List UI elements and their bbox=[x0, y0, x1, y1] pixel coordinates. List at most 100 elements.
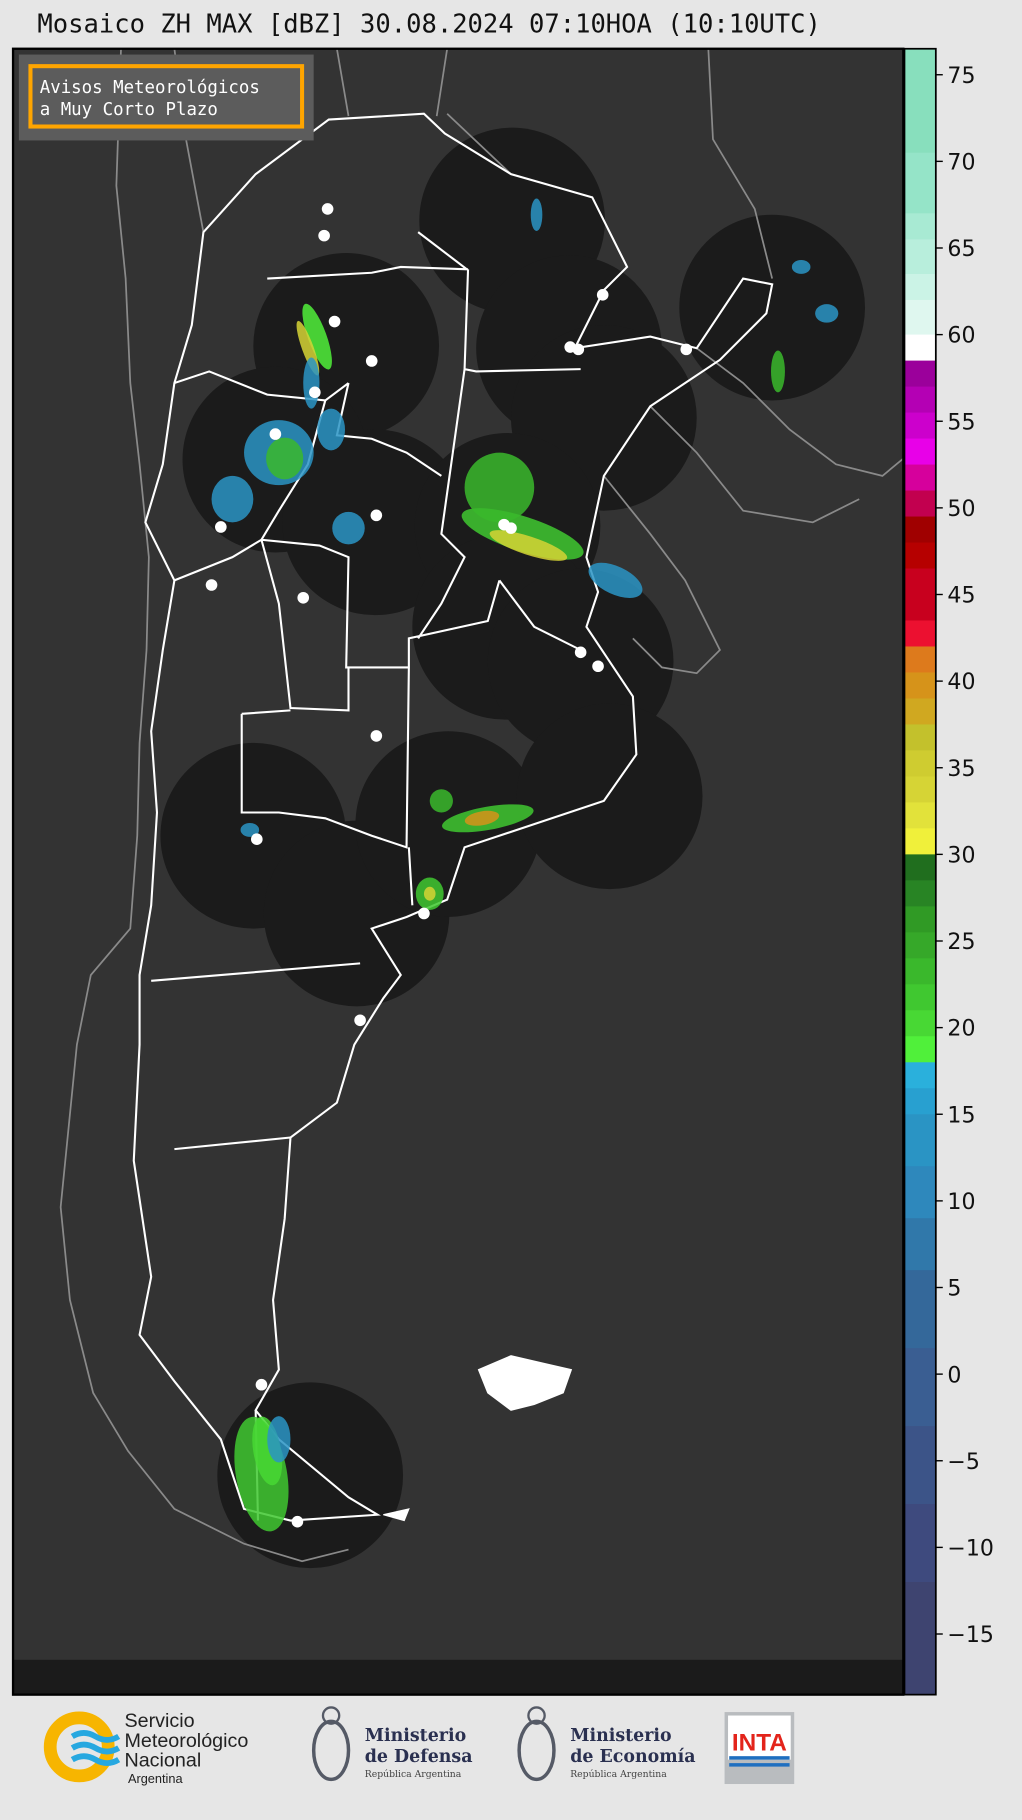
colorbar-tick-label: 75 bbox=[947, 64, 975, 89]
colorbar-band bbox=[904, 48, 936, 154]
colorbar-band bbox=[904, 984, 936, 1011]
defensa-logo: Ministerio de Defensa República Argentin… bbox=[311, 1706, 473, 1782]
smn-text-4: Argentina bbox=[128, 1771, 183, 1786]
colorbar-band bbox=[904, 880, 936, 907]
colorbar-tick-label: 65 bbox=[947, 237, 975, 262]
radar-site-marker bbox=[370, 509, 383, 522]
radar-site-marker bbox=[318, 229, 330, 242]
radar-echo bbox=[211, 475, 254, 523]
defensa-text-1: Ministerio bbox=[365, 1726, 466, 1746]
colorbar-band bbox=[904, 958, 936, 985]
colorbar-band bbox=[904, 152, 936, 214]
economia-text-2: de Economía bbox=[570, 1747, 695, 1767]
radar-echo bbox=[429, 789, 453, 813]
colorbar-band bbox=[904, 1504, 936, 1583]
colorbar-tick-label: 35 bbox=[947, 757, 975, 782]
colorbar-tick-label: 15 bbox=[947, 1103, 975, 1128]
economia-text-3: República Argentina bbox=[570, 1769, 667, 1780]
colorbar-tick-label: −15 bbox=[947, 1623, 994, 1648]
radar-echo bbox=[303, 357, 320, 409]
colorbar-tick-label: 30 bbox=[947, 843, 975, 868]
radar-site-marker bbox=[596, 289, 609, 301]
colorbar-tick-label: −10 bbox=[947, 1537, 994, 1562]
radar-echo bbox=[423, 886, 436, 901]
economia-logo: Ministerio de Economía República Argenti… bbox=[517, 1706, 696, 1782]
brazil-uruguay-border bbox=[603, 347, 904, 675]
colorbar-band bbox=[904, 698, 936, 726]
radar-site-marker bbox=[328, 315, 341, 328]
colorbar-band bbox=[904, 490, 936, 518]
colorbar-band bbox=[904, 273, 936, 301]
colorbar-band bbox=[904, 854, 936, 881]
colorbar-band bbox=[904, 672, 936, 700]
map-panel bbox=[11, 47, 905, 1696]
inta-text: INTA bbox=[732, 1729, 787, 1756]
colorbar-band bbox=[904, 299, 936, 336]
notice-border bbox=[28, 64, 305, 129]
colorbar-band bbox=[904, 239, 936, 275]
radar-site-marker bbox=[309, 386, 321, 399]
radar-coverage-circle bbox=[282, 429, 469, 616]
notice-line-2: a Muy Corto Plazo bbox=[40, 100, 218, 120]
defensa-text-3: República Argentina bbox=[365, 1769, 462, 1780]
colorbar-band bbox=[904, 1088, 936, 1115]
radar-echo bbox=[771, 350, 785, 393]
radar-echo bbox=[266, 437, 304, 480]
radar-site-marker bbox=[365, 355, 378, 367]
colorbar-tick-label: 40 bbox=[947, 670, 975, 695]
colorbar-band bbox=[904, 412, 936, 440]
colorbar-band bbox=[904, 750, 936, 777]
radar-site-marker bbox=[255, 1378, 268, 1391]
notice-line-1: Avisos Meteorológicos bbox=[40, 78, 260, 98]
radar-site-marker bbox=[370, 730, 383, 742]
colorbar-tick-label: 50 bbox=[947, 497, 975, 522]
radar-echo bbox=[332, 511, 365, 545]
map-bottom-band bbox=[13, 1659, 904, 1695]
colorbar-tick-label: 60 bbox=[947, 324, 975, 349]
notice-box: Avisos Meteorológicos a Muy Corto Plazo bbox=[18, 54, 314, 141]
colorbar-band bbox=[904, 776, 936, 803]
radar-echo-layer bbox=[211, 198, 839, 1532]
colorbar-band bbox=[904, 906, 936, 933]
colorbar-band bbox=[904, 1062, 936, 1089]
colorbar-band bbox=[904, 620, 936, 648]
smn-text-2: Meteorológico bbox=[124, 1730, 248, 1752]
radar-coverage-circle bbox=[516, 703, 703, 890]
colorbar-tick-label: 20 bbox=[947, 1017, 975, 1042]
coat-of-arms-icon bbox=[311, 1719, 351, 1782]
radar-site-marker bbox=[321, 203, 334, 215]
radar-site-markers bbox=[205, 203, 693, 1528]
colorbar-band bbox=[904, 568, 936, 622]
colorbar-tick-label: 45 bbox=[947, 584, 975, 609]
colorbar-band bbox=[904, 828, 936, 855]
colorbar-band bbox=[904, 360, 936, 388]
colorbar-band bbox=[904, 464, 936, 492]
radar-echo bbox=[302, 303, 332, 370]
colorbar-band bbox=[904, 334, 936, 362]
colorbar-band bbox=[904, 1582, 936, 1696]
smn-emblem-icon bbox=[43, 1711, 115, 1783]
colorbar-band bbox=[904, 386, 936, 414]
radar-site-marker bbox=[505, 522, 517, 534]
colorbar-band bbox=[904, 1036, 936, 1063]
defensa-text-2: de Defensa bbox=[365, 1747, 473, 1767]
smn-logo: Servicio Meteorológico Nacional Argentin… bbox=[43, 1710, 248, 1786]
radar-echo bbox=[530, 198, 543, 231]
colorbar-band bbox=[904, 438, 936, 466]
radar-echo bbox=[815, 304, 839, 323]
economia-text-1: Ministerio bbox=[570, 1726, 671, 1746]
colorbar-band bbox=[904, 1114, 936, 1167]
radar-site-marker bbox=[297, 591, 310, 604]
inta-logo: INTA bbox=[724, 1712, 795, 1785]
smn-text-3: Nacional bbox=[124, 1750, 201, 1772]
figure-title: Mosaico ZH MAX [dBZ] 30.08.2024 07:10HOA… bbox=[37, 10, 820, 40]
colorbar-band bbox=[904, 1166, 936, 1219]
radar-site-marker bbox=[574, 646, 587, 659]
colorbar-band bbox=[904, 1218, 936, 1271]
radar-site-marker bbox=[680, 343, 693, 356]
colorbar-band bbox=[904, 932, 936, 959]
radar-site-marker bbox=[418, 907, 430, 920]
colorbar-band bbox=[904, 516, 936, 544]
